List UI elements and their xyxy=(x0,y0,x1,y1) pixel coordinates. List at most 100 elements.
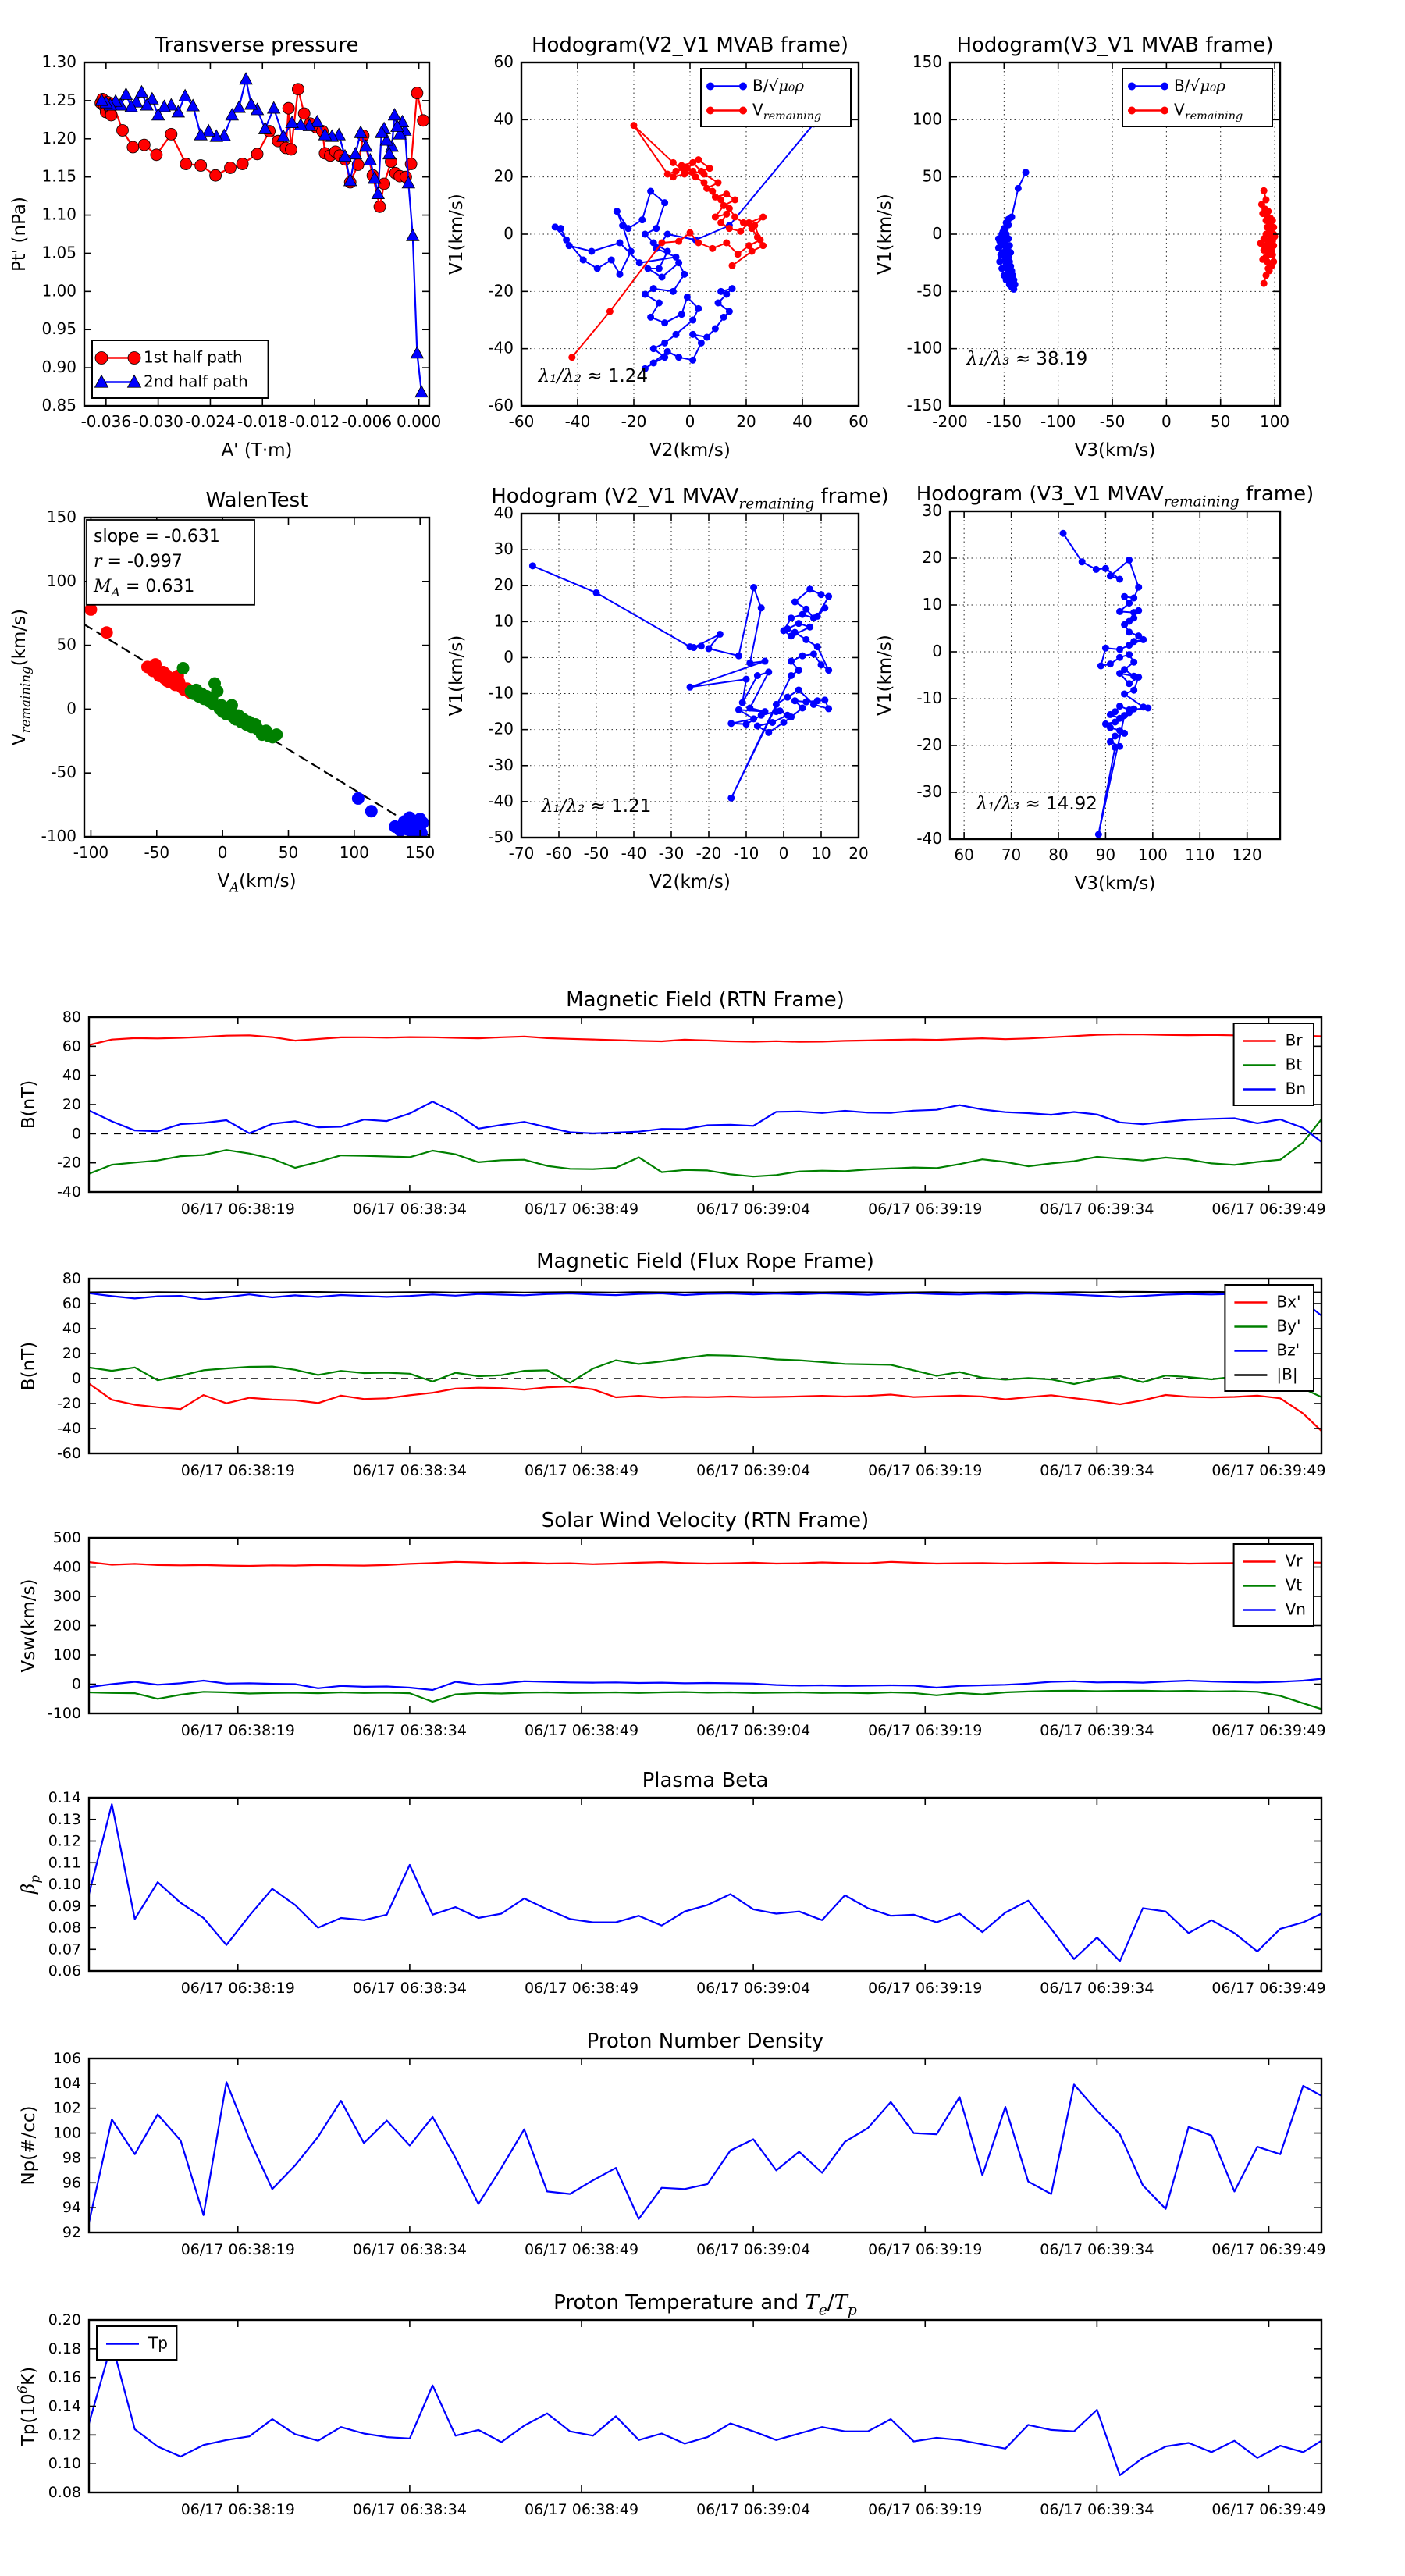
y-tick-label: -50 xyxy=(488,827,514,846)
y-tick-label: 0.10 xyxy=(48,2455,81,2472)
x-tick-label: 0 xyxy=(1161,412,1172,431)
y-axis-label: βp xyxy=(19,1875,42,1895)
y-axis-label: Vremaining(km/s) xyxy=(9,609,33,745)
x-tick-label: 06/17 06:39:49 xyxy=(1211,1201,1325,1218)
x-tick-label: -0.012 xyxy=(290,412,340,431)
y-tick-label: -30 xyxy=(916,782,942,801)
x-tick-label: 50 xyxy=(1211,412,1230,431)
stats-line: MA = 0.631 xyxy=(93,577,194,600)
x-tick-label: 06/17 06:38:49 xyxy=(525,2501,638,2518)
x-tick-label: 0 xyxy=(685,412,695,431)
y-tick-label: 30 xyxy=(494,539,514,558)
y-tick-label: -100 xyxy=(41,827,76,845)
chart-hodogram-v3v1-mvab: -200 -150 -100 -50 0 50 100-150-100-5005010015… xyxy=(875,34,1289,461)
legend-label: Bt xyxy=(1286,1055,1303,1074)
annotation: λ₁/λ₃ ≈ 38.19 xyxy=(966,349,1087,369)
ticks: -60 -40 -20 0 20 40 60 -60 -40 -20 0 20 40 60 xyxy=(488,52,868,432)
y-tick-label: 10 xyxy=(494,611,514,630)
y-tick-label: -20 xyxy=(488,719,514,738)
y-tick-label: 100 xyxy=(912,109,942,128)
y-tick-label: 20 xyxy=(494,575,514,594)
x-tick-label: 06/17 06:39:34 xyxy=(1040,2241,1154,2258)
y-tick-label: 0 xyxy=(932,224,942,243)
series-v-remaining xyxy=(1257,187,1279,287)
y-axis-label: Vsw(km/s) xyxy=(19,1579,39,1673)
series-last-third-points xyxy=(351,792,429,837)
y-axis-label: V1(km/s) xyxy=(875,635,895,716)
axes-frame xyxy=(87,2057,1323,2234)
y-tick-label: 40 xyxy=(62,1320,81,1337)
y-tick-label: 50 xyxy=(923,166,942,185)
y-tick-label: 80 xyxy=(62,1009,81,1026)
chart-title: Hodogram (V2_V1 MVAVremaining frame) xyxy=(491,485,888,512)
x-tick-label: -20 xyxy=(621,412,647,431)
legend-label: Tp xyxy=(148,2334,168,2353)
series-Br xyxy=(89,1033,1321,1046)
y-tick-label: 30 xyxy=(923,501,942,520)
chart-transverse-pressure: -0.036 -0.030 -0.024 -0.018 -0.012 -0.006 0.00… xyxy=(9,34,441,461)
x-tick-label: 06/17 06:39:49 xyxy=(1211,2501,1325,2518)
legend: B/√μ₀ρ Vremaining xyxy=(1122,68,1273,127)
y-tick-label: 60 xyxy=(494,52,514,71)
x-tick-label: 20 xyxy=(848,844,868,863)
x-tick-label: 06/17 06:38:49 xyxy=(525,1462,638,1479)
ticks: 06/17 06:38:19 06/17 06:38:34 06/17 06:38:… xyxy=(48,1529,1326,1740)
legend-label: 1st half path xyxy=(144,348,243,367)
x-tick-label: 06/17 06:39:49 xyxy=(1211,2241,1325,2258)
y-tick-label: 0.10 xyxy=(48,1876,81,1893)
x-tick-label: 0 xyxy=(218,843,228,862)
y-tick-label: -150 xyxy=(907,396,942,415)
ticks: 06/17 06:38:19 06/17 06:38:34 06/17 06:38:… xyxy=(57,1270,1326,1480)
y-axis-label: V1(km/s) xyxy=(446,194,467,275)
series-Bt xyxy=(89,1117,1321,1178)
ticks: 06/17 06:38:19 06/17 06:38:34 06/17 06:38:… xyxy=(48,2311,1326,2519)
y-tick-label: 20 xyxy=(62,1345,81,1362)
legend-label: B/√μ₀ρ xyxy=(752,76,804,95)
y-tick-label: 0 xyxy=(72,1675,81,1692)
y-tick-label: -30 xyxy=(488,755,514,774)
y-tick-label: -50 xyxy=(51,763,76,781)
axes-frame xyxy=(87,1016,1323,1194)
y-axis-label: B(nT) xyxy=(19,1080,39,1129)
chart-title: Hodogram (V3_V1 MVAVremaining frame) xyxy=(916,482,1314,510)
series-Bn xyxy=(89,1101,1321,1144)
y-tick-label: -40 xyxy=(57,1420,81,1437)
y-tick-label: 0.07 xyxy=(48,1941,81,1958)
chart-solar-wind-velocity: 06/17 06:38:19 06/17 06:38:34 06/17 06:38:… xyxy=(19,1509,1326,1739)
x-tick-label: 06/17 06:38:34 xyxy=(353,1201,467,1218)
grid xyxy=(950,511,1280,840)
y-tick-label: 80 xyxy=(62,1270,81,1287)
chart-title: Transverse pressure xyxy=(155,34,359,57)
x-tick-label: -60 xyxy=(509,412,535,431)
y-tick-label: 0 xyxy=(932,642,942,660)
y-tick-label: 40 xyxy=(494,109,514,128)
y-tick-label: 98 xyxy=(62,2149,81,2166)
legend: Vr Vt Vn xyxy=(1232,1543,1314,1627)
y-tick-label: 40 xyxy=(494,503,514,522)
y-tick-label: 1.10 xyxy=(41,205,76,223)
stats-textbox: slope = -0.631 r = -0.997 MA = 0.631 xyxy=(86,519,255,606)
x-tick-label: 06/17 06:38:34 xyxy=(353,1980,467,1997)
y-tick-label: 0.09 xyxy=(48,1897,81,1914)
x-tick-label: 06/17 06:39:34 xyxy=(1040,1980,1154,1997)
x-tick-label: -10 xyxy=(734,844,759,863)
legend-label: Br xyxy=(1286,1031,1304,1050)
legend: B/√μ₀ρ Vremaining xyxy=(700,68,852,127)
series-Vr xyxy=(89,1560,1321,1567)
series-Tp xyxy=(89,2342,1321,2476)
x-tick-label: 06/17 06:39:19 xyxy=(868,1980,982,1997)
x-tick-label: 06/17 06:39:49 xyxy=(1211,1462,1325,1479)
ticks: -0.036 -0.030 -0.024 -0.018 -0.012 -0.006 0.00… xyxy=(41,52,441,432)
x-tick-label: 20 xyxy=(736,412,756,431)
y-tick-label: 20 xyxy=(62,1096,81,1113)
x-tick-label: 70 xyxy=(1001,845,1021,864)
chart-walen-test: -100 -50 0 50 100 150 -100 -50 0 50 100 150 WalenTes… xyxy=(9,489,435,895)
y-tick-label: 100 xyxy=(53,2124,81,2141)
y-tick-label: 0.13 xyxy=(48,1810,81,1827)
axes-frame xyxy=(520,512,860,839)
x-tick-label: -100 xyxy=(1040,412,1076,431)
y-tick-label: 20 xyxy=(494,166,514,185)
series-Vn xyxy=(89,1678,1321,1692)
x-axis-label: V3(km/s) xyxy=(1075,873,1156,894)
